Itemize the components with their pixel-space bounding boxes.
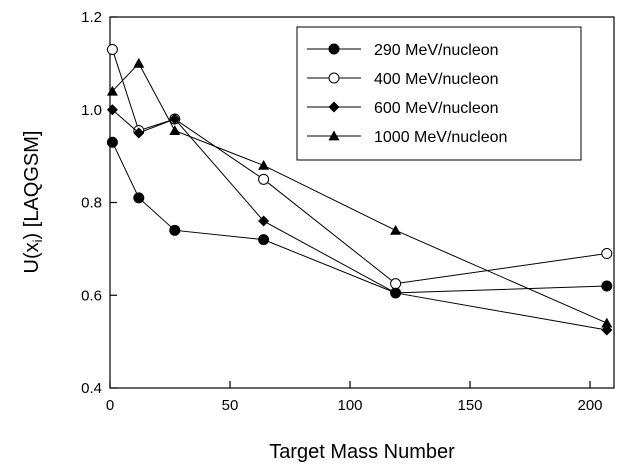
series-line [111, 141, 607, 294]
series-line [112, 62, 608, 324]
x-axis-title: Target Mass Number [269, 441, 455, 463]
y-tick-label: 0.4 [81, 380, 102, 397]
data-point-open-circle [106, 43, 118, 55]
y-tick-label: 1.2 [81, 9, 102, 26]
data-point-filled-triangle [328, 130, 340, 141]
data-point-filled-diamond [169, 113, 181, 125]
series-2 [106, 43, 613, 290]
series-layer [106, 43, 613, 336]
y-axis-title-main: U(x [21, 242, 43, 273]
y-axis-title-suffix: ) [LAQGSM] [21, 131, 43, 240]
data-point-filled-circle [258, 234, 270, 246]
y-tick-label: 0.6 [81, 287, 102, 304]
legend-entry-4: 1000 MeV/nucleon [307, 129, 507, 146]
y-axis-title: U(xi) [LAQGSM] [21, 131, 45, 274]
data-point-filled-circle [328, 43, 340, 55]
x-tick-label: 100 [337, 397, 362, 414]
legend-entry-2: 400 MeV/nucleon [307, 71, 499, 88]
legend-entry-1: 290 MeV/nucleon [307, 42, 499, 59]
data-point-filled-diamond [258, 215, 270, 227]
data-point-filled-circle [169, 224, 181, 236]
data-point-filled-diamond [328, 101, 340, 113]
legend-label: 1000 MeV/nucleon [374, 129, 507, 146]
data-point-filled-circle [133, 192, 145, 204]
data-point-filled-diamond [106, 104, 118, 116]
x-tick-label: 50 [222, 397, 239, 414]
x-tick-label: 200 [577, 397, 602, 414]
data-point-filled-triangle [601, 317, 613, 328]
series-4 [106, 57, 613, 328]
y-tick-label: 0.8 [81, 195, 102, 212]
legend-entry-3: 600 MeV/nucleon [307, 100, 499, 117]
data-point-filled-circle [601, 280, 613, 292]
y-axis-title-subscript: i [30, 239, 45, 242]
series-line [112, 109, 607, 331]
data-point-filled-triangle [106, 85, 118, 96]
data-point-filled-triangle [390, 224, 402, 235]
legend-label: 400 MeV/nucleon [374, 71, 499, 88]
data-point-filled-triangle [169, 125, 181, 136]
data-point-filled-circle [106, 136, 118, 148]
data-point-open-circle [328, 72, 340, 84]
legend: 290 MeV/nucleon 400 MeV/nucleon 600 MeV/nu… [296, 26, 582, 161]
x-tick-label: 150 [457, 397, 482, 414]
series-line [111, 49, 607, 285]
x-tick-label: 0 [106, 397, 114, 414]
legend-label: 290 MeV/nucleon [374, 42, 499, 59]
data-point-filled-triangle [133, 57, 145, 68]
data-point-filled-diamond [133, 127, 145, 139]
data-point-open-circle [258, 173, 270, 185]
data-point-filled-diamond [390, 287, 402, 299]
data-point-filled-triangle [258, 159, 270, 170]
data-point-open-circle [390, 278, 402, 290]
tick-labels: 0 50 100 150 200 0.4 0.6 0.8 1.0 1.2 [81, 9, 602, 414]
y-tick-label: 1.0 [81, 102, 102, 119]
data-point-open-circle [601, 248, 613, 260]
legend-label: 600 MeV/nucleon [374, 100, 499, 117]
